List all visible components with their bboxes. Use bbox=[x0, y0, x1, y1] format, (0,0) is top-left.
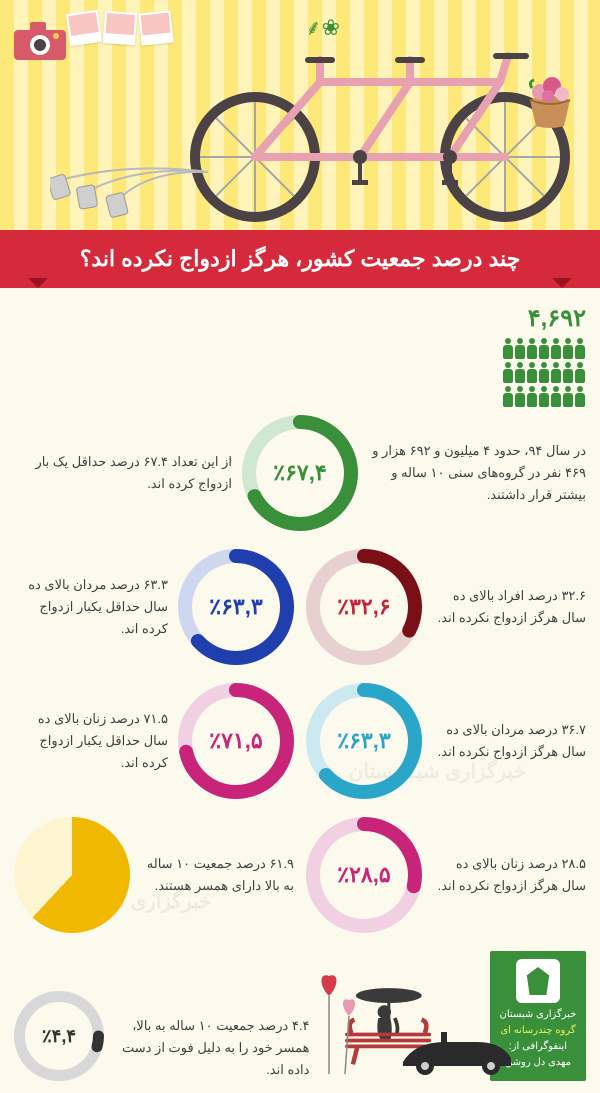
people-icons bbox=[14, 337, 586, 409]
stat-text: ۶۳.۳ درصد مردان بالای ده سال حداقل یکبار… bbox=[14, 574, 168, 640]
stat-text: ۲۸.۵ درصد زنان بالای ده سال هرگز ازدواج … bbox=[432, 853, 586, 897]
stat-text: ۷۱.۵ درصد زنان بالای ده سال حداقل یکبار … bbox=[14, 708, 168, 774]
heart-balloons-icon bbox=[313, 966, 363, 1081]
content-area: ۴,۶۹۲ در سال ۹۴، حدود ۴ میلیون و ۶۹۲ هزا… bbox=[0, 288, 600, 1093]
stats-grid: خبرگزاری شبــــستان خبرگزاری شبــــستان … bbox=[14, 549, 586, 933]
intro-text: در سال ۹۴، حدود ۴ میلیون و ۶۹۲ هزار و ۴۶… bbox=[368, 440, 586, 506]
footer-stat-text: ۴.۴ درصد جمعیت ۱۰ ساله به بالا، همسر خود… bbox=[112, 1015, 309, 1081]
camera-icon bbox=[12, 20, 68, 62]
stat-cell: ٪۶۳,۳۶۳.۳ درصد مردان بالای ده سال حداقل … bbox=[14, 549, 294, 665]
hero-banner: ❀⸙ bbox=[0, 0, 600, 230]
photo-frames-icon bbox=[76, 10, 174, 51]
leaf-icon: ❀⸙ bbox=[305, 12, 340, 42]
tin-cans-icon bbox=[50, 162, 210, 222]
stat-cell: ٪۷۱,۵۷۱.۵ درصد زنان بالای ده سال حداقل ی… bbox=[14, 683, 294, 799]
bench-scene-icon bbox=[317, 961, 482, 1081]
stat-cell: ۳۶.۷ درصد مردان بالای ده سال هرگز ازدواج… bbox=[306, 683, 586, 799]
stat-cell: ۲۸.۵ درصد زنان بالای ده سال هرگز ازدواج … bbox=[306, 817, 586, 933]
footer-donut-chart: ٪۴,۴ bbox=[14, 991, 104, 1081]
top-donut-chart: ٪۶۷,۴ bbox=[242, 415, 358, 531]
second-text: از این تعداد ۶۷.۴ درصد حداقل یک بار ازدو… bbox=[14, 451, 232, 495]
stat-text: ۳۲.۶ درصد افراد بالای ده سال هرگز ازدواج… bbox=[432, 585, 586, 629]
credit-line: خبرگزاری شبستان bbox=[496, 1007, 580, 1023]
stat-cell: ۳۲.۶ درصد افراد بالای ده سال هرگز ازدواج… bbox=[306, 549, 586, 665]
pie-cell: ۶۱.۹ درصد جمعیت ۱۰ ساله به بالا دارای هم… bbox=[14, 817, 294, 933]
pie-text: ۶۱.۹ درصد جمعیت ۱۰ ساله به بالا دارای هم… bbox=[140, 853, 294, 897]
intro-row: در سال ۹۴، حدود ۴ میلیون و ۶۹۲ هزار و ۴۶… bbox=[14, 415, 586, 531]
tandem-bicycle-icon bbox=[190, 42, 570, 222]
footer-row: خبرگزاری شبستان گروه چندرسانه ای اینفوگر… bbox=[14, 951, 586, 1081]
title-text: چند درصد جمعیت کشور، هرگز ازدواج نکرده ا… bbox=[80, 246, 521, 271]
title-banner: چند درصد جمعیت کشور، هرگز ازدواج نکرده ا… bbox=[0, 230, 600, 288]
publisher-logo-icon bbox=[516, 959, 560, 1003]
pie-chart: ٪۶۱,۹ bbox=[14, 817, 130, 933]
headline-number: ۴,۶۹۲ bbox=[14, 304, 586, 333]
stat-text: ۳۶.۷ درصد مردان بالای ده سال هرگز ازدواج… bbox=[432, 719, 586, 763]
flower-basket-icon bbox=[520, 72, 580, 137]
car-icon bbox=[397, 1032, 517, 1081]
